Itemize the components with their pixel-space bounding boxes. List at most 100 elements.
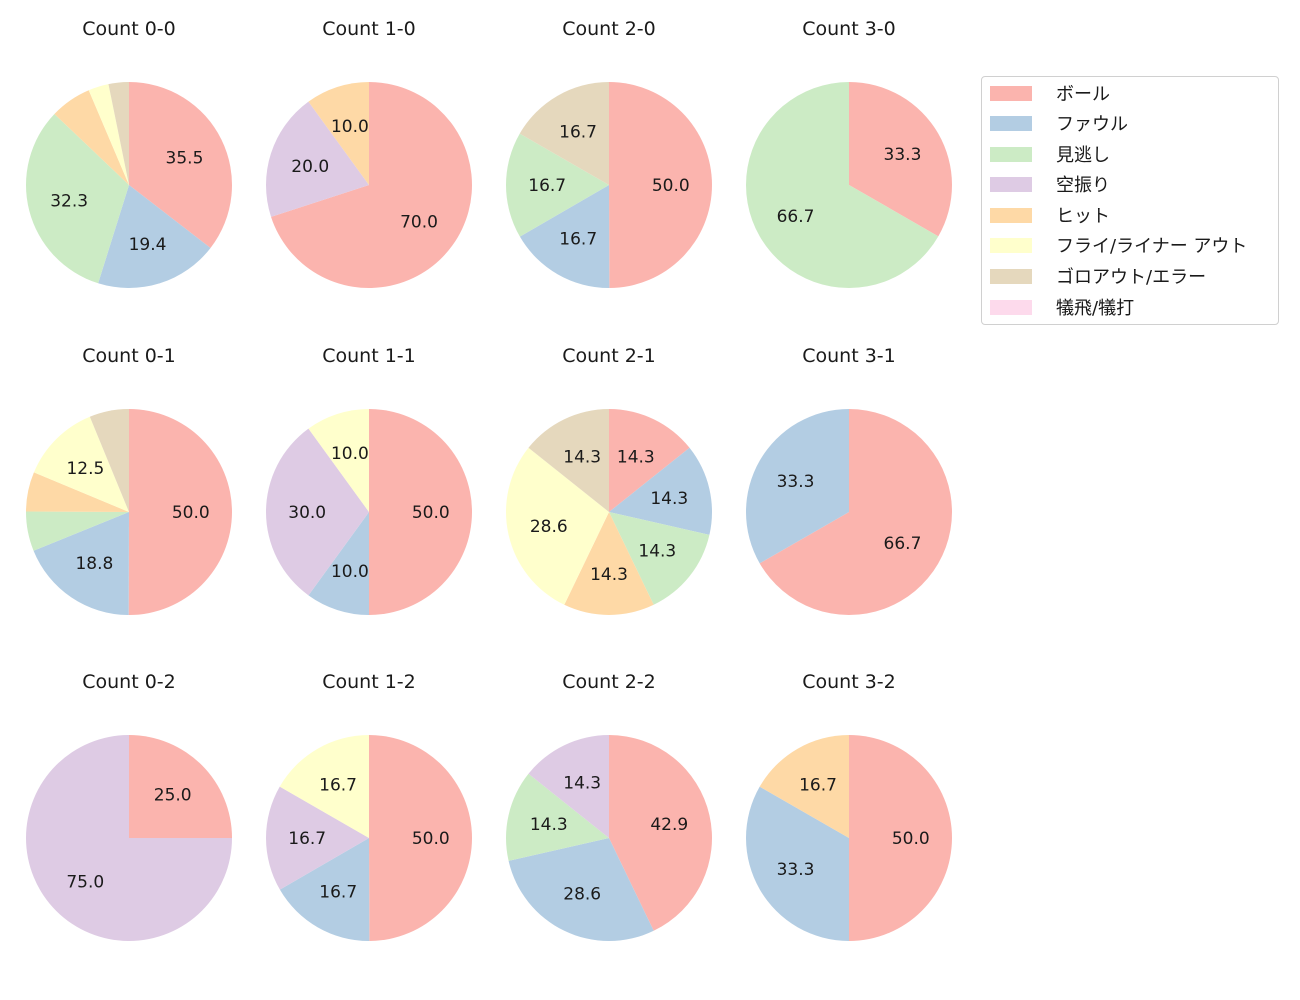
pie-slice (279, 735, 369, 838)
pie-title: Count 0-1 (82, 345, 176, 367)
slice-label: 50.0 (412, 503, 450, 523)
legend-label: ヒット (1056, 206, 1110, 227)
legend-swatch (990, 207, 1032, 223)
pie-slice (519, 82, 609, 185)
slice-label: 50.0 (892, 829, 930, 849)
legend-label: 犠飛/犠打 (1056, 298, 1135, 319)
slice-label: 33.3 (884, 145, 922, 165)
pie-slice (505, 133, 609, 237)
pie-slice (609, 735, 712, 931)
pie-count-3-2: Count 3-2 50.0 33.3 16.7 (746, 671, 952, 941)
pie-slice (849, 82, 953, 237)
pie-title: Count 2-2 (562, 671, 656, 693)
legend-item-sacrifice: 犠飛/犠打 (990, 295, 1134, 319)
pie-slice (506, 447, 609, 605)
slice-label: 32.3 (50, 191, 88, 211)
pie-slice (129, 735, 232, 838)
legend-swatch (990, 146, 1032, 162)
pie-slice (26, 472, 130, 512)
pie-count-1-1: Count 1-1 50.0 10.0 30.0 10.0 (266, 345, 472, 615)
slice-label: 16.7 (799, 776, 837, 796)
legend-swatch (990, 268, 1032, 284)
pie-slice (506, 773, 609, 861)
slice-label: 14.3 (650, 489, 688, 509)
slice-label: 28.6 (563, 885, 601, 905)
slice-label: 10.0 (331, 562, 369, 582)
pie-slice (88, 84, 129, 185)
pie-count-3-1: Count 3-1 66.7 33.3 (745, 345, 952, 615)
slice-label: 14.3 (563, 447, 601, 467)
slice-label: 16.7 (559, 122, 597, 142)
slice-label: 28.6 (530, 517, 568, 537)
legend-label: 見逃し (1056, 145, 1110, 166)
slice-label: 16.7 (528, 176, 566, 196)
legend-item-fly-liner-out: フライ/ライナー アウト (990, 233, 1247, 257)
pie-slice (564, 512, 654, 616)
legend-swatch (990, 176, 1032, 192)
pie-slice (609, 512, 710, 605)
slice-label: 35.5 (166, 149, 204, 169)
slice-label: 33.3 (777, 472, 815, 492)
slice-label: 14.3 (590, 565, 628, 585)
pie-slice (271, 82, 473, 289)
slice-label: 66.7 (884, 534, 922, 554)
pie-slice (128, 409, 232, 615)
chart-legend: ボール ファウル 見逃し 空振り ヒット フライ/ライナー アウト ゴロアウト/… (981, 76, 1279, 325)
pie-count-3-0: Count 3-0 33.3 66.7 (745, 18, 953, 288)
slice-label: 16.7 (319, 883, 357, 903)
pie-slice (759, 409, 952, 615)
pie-title: Count 2-0 (562, 18, 656, 40)
slice-label: 20.0 (291, 157, 329, 177)
pie-slice (54, 90, 129, 185)
slice-label: 14.3 (617, 447, 655, 467)
pie-title: Count 1-1 (322, 345, 416, 367)
pie-count-1-0: Count 1-0 70.0 20.010.0 (266, 18, 473, 289)
pie-slice (33, 416, 130, 512)
pie-slice (308, 82, 369, 185)
slice-label: 10.0 (331, 117, 369, 137)
slice-label: 19.4 (129, 235, 167, 255)
legend-label: フライ/ライナー アウト (1056, 236, 1248, 257)
legend-label: 空振り (1056, 175, 1110, 196)
slice-label: 16.7 (288, 829, 326, 849)
pie-slice (26, 735, 232, 941)
slice-label: 14.3 (530, 815, 568, 835)
pie-slice (519, 185, 610, 288)
slice-label: 70.0 (400, 212, 438, 232)
slice-label: 16.7 (559, 230, 597, 250)
pie-slice (745, 409, 849, 564)
pie-title: Count 0-2 (82, 671, 176, 693)
pie-title: Count 0-0 (82, 18, 176, 40)
slice-label: 12.5 (66, 459, 104, 479)
pie-count-0-1: Count 0-1 50.0 18.8 12.5 (26, 345, 232, 615)
slice-label: 14.3 (638, 542, 676, 562)
pie-slice (33, 512, 129, 615)
legend-swatch (990, 115, 1032, 131)
pie-count-0-0: Count 0-0 35.5 19.4 32.3 (25, 18, 232, 288)
pie-slice (528, 409, 609, 512)
slice-label: 33.3 (777, 860, 815, 880)
pie-slice (849, 735, 952, 941)
pie-slice (528, 735, 609, 838)
legend-swatch (990, 299, 1032, 315)
legend-item-ball: ボール (990, 81, 1110, 105)
pie-slice (308, 409, 369, 512)
legend-label: ボール (1056, 84, 1110, 105)
legend-item-called-strike: 見逃し (990, 142, 1110, 166)
slice-label: 42.9 (650, 815, 688, 835)
pie-slice (609, 409, 690, 512)
legend-item-swinging-strike: 空振り (990, 172, 1110, 196)
pie-slice (308, 512, 369, 615)
slice-label: 66.7 (777, 207, 815, 227)
legend-swatch (990, 85, 1032, 101)
pie-slice (759, 735, 849, 838)
pie-title: Count 1-2 (322, 671, 416, 693)
slice-label: 50.0 (652, 176, 690, 196)
legend-item-grounder-error: ゴロアウト/エラー (990, 264, 1206, 288)
pie-slice (26, 511, 129, 551)
pie-count-1-2: Count 1-2 50.0 16.7 16.7 16.7 (265, 671, 473, 941)
pie-slice (89, 409, 129, 512)
pie-title: Count 3-1 (802, 345, 896, 367)
slice-label: 18.8 (75, 554, 113, 574)
